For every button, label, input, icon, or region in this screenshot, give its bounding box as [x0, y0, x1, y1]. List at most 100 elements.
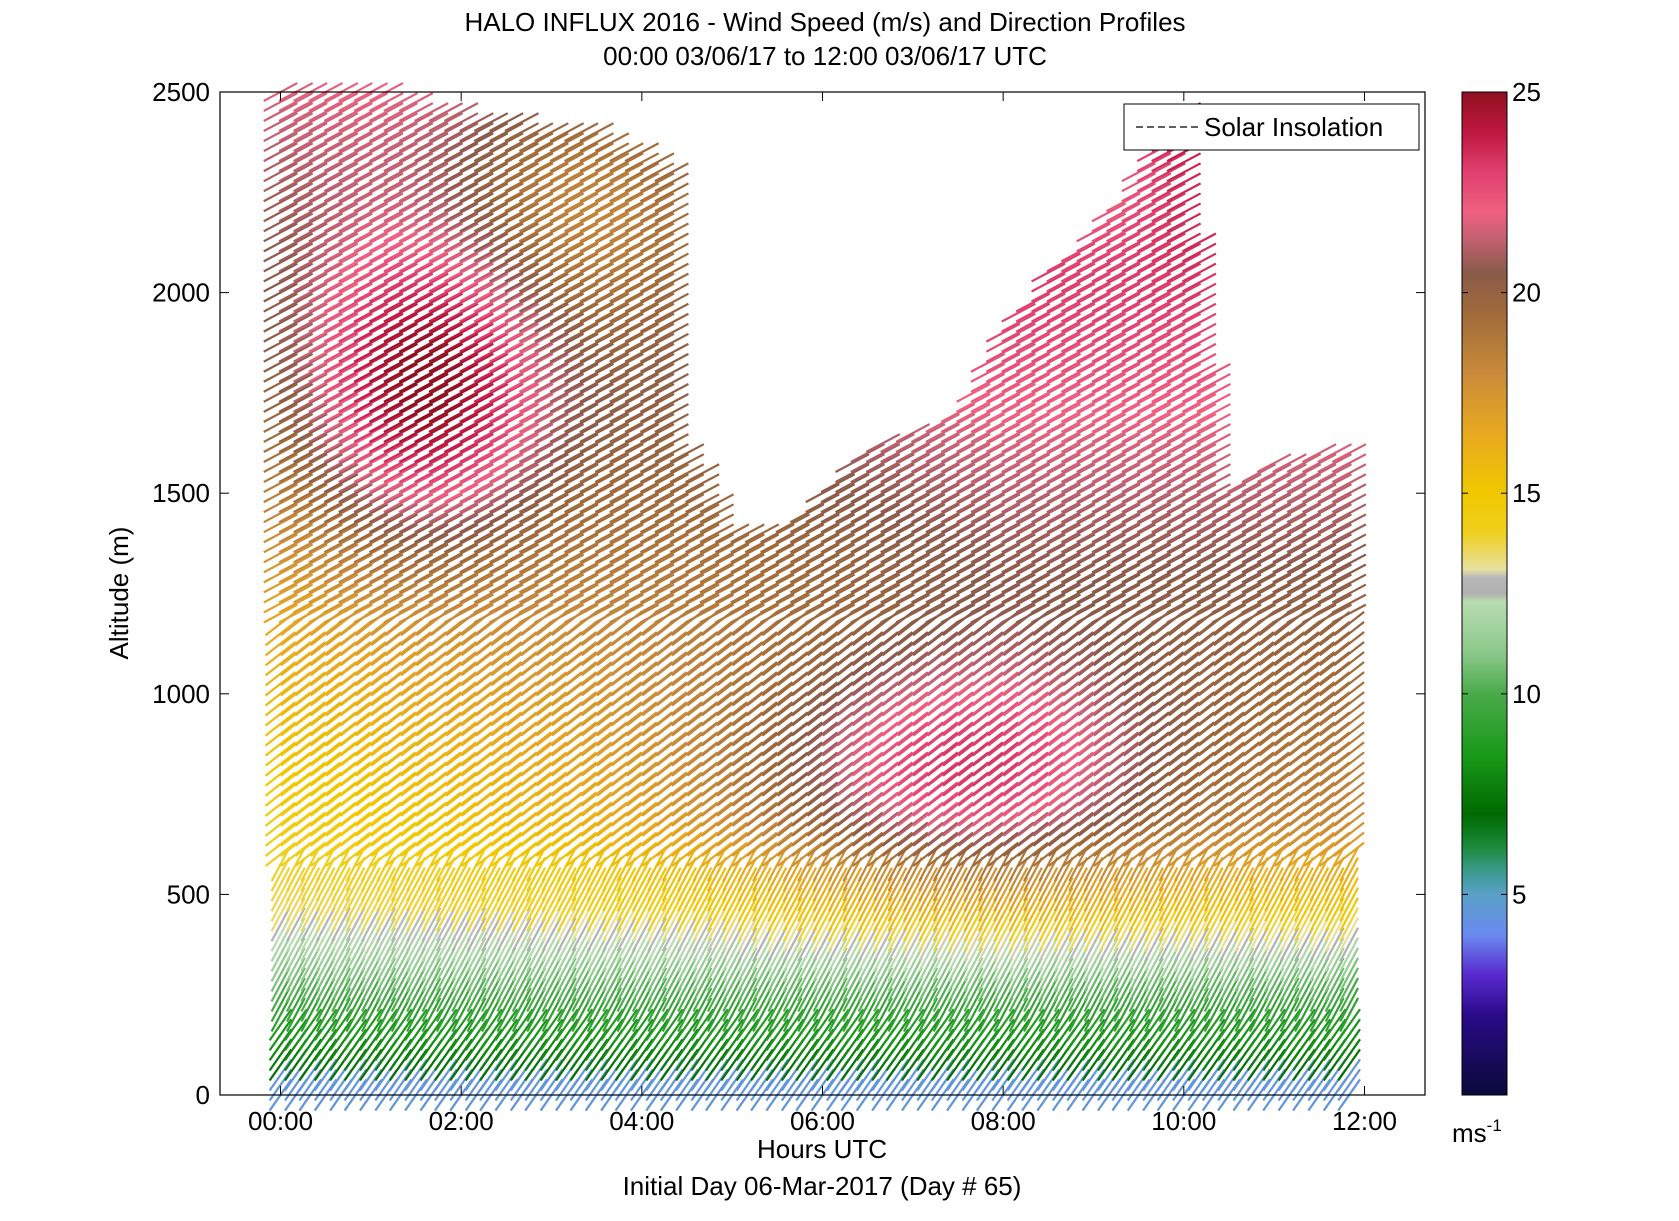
- wind-arrow: [1121, 292, 1156, 313]
- wind-arrow: [865, 563, 901, 584]
- wind-arrow: [398, 603, 434, 624]
- wind-arrow: [963, 887, 984, 922]
- wind-arrow: [897, 741, 929, 767]
- wind-arrow: [518, 423, 554, 443]
- wind-arrow: [987, 691, 1019, 717]
- wind-arrow: [610, 661, 643, 687]
- wind-arrow: [1098, 907, 1119, 942]
- wind-arrow: [428, 362, 464, 383]
- wind-arrow: [308, 513, 343, 534]
- wind-arrow: [504, 413, 539, 433]
- wind-arrow: [518, 312, 554, 333]
- wind-arrow: [940, 423, 976, 443]
- wind-arrow: [353, 443, 389, 463]
- wind-arrow: [1107, 691, 1139, 717]
- wind-arrow: [1083, 887, 1104, 922]
- wind-arrow: [564, 553, 599, 574]
- wind-arrow: [840, 1008, 865, 1041]
- wind-arrow: [1046, 352, 1081, 373]
- wind-arrow: [655, 761, 688, 787]
- wind-arrow: [549, 403, 585, 423]
- wind-arrow: [910, 493, 946, 514]
- wind-arrow: [293, 573, 328, 594]
- wind-arrow: [1038, 857, 1059, 892]
- wind-arrow: [1144, 867, 1164, 902]
- wind-arrow: [339, 771, 372, 797]
- wind-arrow: [445, 741, 477, 767]
- wind-arrow: [609, 172, 644, 193]
- wind-arrow: [836, 771, 868, 797]
- wind-arrow: [300, 977, 321, 1012]
- wind-arrow: [368, 342, 404, 363]
- wind-arrow: [852, 671, 884, 697]
- wind-arrow: [926, 821, 959, 847]
- wind-arrow: [1062, 731, 1094, 757]
- wind-arrow: [1031, 473, 1066, 494]
- wind-arrow: [701, 831, 733, 857]
- wind-arrow: [549, 583, 585, 604]
- wind-arrow: [885, 1008, 910, 1041]
- wind-arrow: [534, 252, 569, 273]
- wind-arrow: [706, 957, 727, 992]
- wind-arrow: [744, 533, 780, 554]
- wind-arrow: [610, 821, 643, 847]
- wind-arrow: [631, 897, 652, 932]
- wind-arrow: [1077, 841, 1110, 867]
- wind-arrow: [338, 543, 373, 564]
- wind-arrow: [549, 453, 585, 474]
- wind-arrow: [1008, 977, 1029, 1012]
- wind-arrow: [489, 563, 524, 584]
- wind-arrow: [414, 393, 449, 413]
- wind-arrow: [368, 543, 404, 564]
- wind-arrow: [594, 403, 630, 423]
- wind-arrow: [1107, 761, 1139, 787]
- wind-arrow: [278, 553, 314, 574]
- wind-arrow: [398, 92, 434, 112]
- wind-arrow: [624, 342, 660, 363]
- wind-arrow: [1136, 413, 1172, 433]
- wind-arrow: [1046, 513, 1081, 534]
- wind-arrow: [355, 781, 387, 807]
- wind-arrow: [692, 957, 713, 992]
- wind-arrow: [1158, 907, 1179, 942]
- wind-arrow: [315, 877, 336, 912]
- wind-arrow: [985, 473, 1021, 494]
- wind-arrow: [414, 523, 449, 544]
- wind-arrow: [264, 821, 297, 847]
- wind-arrow: [323, 122, 359, 143]
- wind-arrow: [746, 631, 778, 657]
- wind-arrow: [376, 907, 397, 942]
- wind-arrow: [549, 152, 585, 173]
- wind-arrow: [294, 811, 326, 837]
- wind-arrow: [494, 1008, 519, 1041]
- wind-arrow: [948, 957, 968, 992]
- wind-arrow: [987, 741, 1019, 767]
- wind-arrow: [278, 383, 314, 403]
- wind-arrow: [1121, 302, 1156, 323]
- wind-arrow: [970, 593, 1006, 614]
- wind-arrow: [518, 433, 554, 453]
- wind-arrow: [323, 453, 359, 474]
- wind-arrow: [353, 573, 389, 594]
- wind-arrow: [421, 897, 442, 932]
- wind-arrow: [609, 162, 644, 183]
- wind-arrow: [1015, 513, 1051, 534]
- wind-arrow: [300, 877, 321, 912]
- wind-arrow: [624, 242, 660, 263]
- wind-arrow: [677, 867, 697, 902]
- wind-arrow: [278, 332, 314, 353]
- wind-arrow: [385, 711, 417, 737]
- wind-arrow: [639, 493, 675, 514]
- wind-arrow: [390, 867, 411, 902]
- wind-arrow: [930, 1008, 955, 1041]
- wind-arrow: [685, 473, 720, 494]
- wind-arrow: [1113, 937, 1134, 972]
- wind-arrow: [285, 857, 306, 892]
- wind-arrow: [730, 543, 765, 564]
- wind-arrow: [626, 741, 658, 767]
- wind-arrow: [518, 573, 554, 594]
- wind-arrow: [661, 947, 682, 982]
- wind-arrow: [263, 413, 298, 433]
- wind-arrow: [308, 423, 343, 443]
- wind-arrow: [782, 897, 803, 932]
